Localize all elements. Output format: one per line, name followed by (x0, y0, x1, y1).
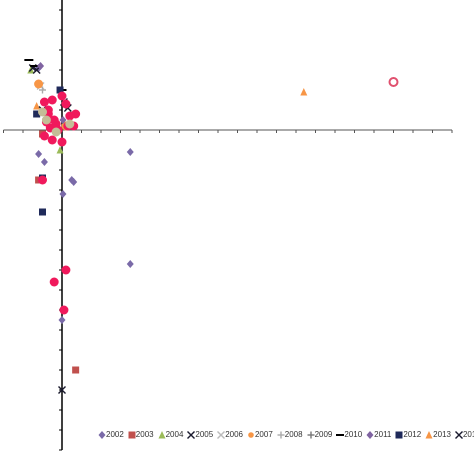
legend-item: 2006 (217, 430, 243, 439)
legend-marker (366, 430, 374, 439)
legend-item: 2013 (425, 430, 451, 439)
series-unlabeled (388, 77, 399, 87)
legend-item: 2010 (335, 430, 363, 439)
legend-item: 2009 (307, 430, 333, 439)
axes (3, 0, 453, 451)
legend-item: 2003 (128, 430, 154, 439)
legend-marker-icon (307, 431, 315, 439)
legend-marker (307, 431, 315, 439)
data-point (65, 119, 75, 129)
series-2013 (33, 88, 308, 110)
legend-marker-icon (187, 430, 196, 439)
legend-marker (277, 431, 285, 439)
data-point (41, 115, 51, 125)
legend-marker (217, 430, 226, 439)
data-point (56, 146, 64, 154)
legend: 2002 2003 2004 2005 2006 2007 2008 2009 2010 2011… (98, 430, 474, 444)
data-point (51, 127, 61, 137)
data-point (72, 366, 80, 374)
legend-label: 2010 (344, 430, 363, 439)
legend-marker-icon (128, 431, 136, 439)
legend-label: 2011 (374, 430, 392, 439)
data-point (39, 208, 46, 216)
legend-marker-icon (217, 430, 226, 439)
legend-marker-icon (158, 430, 166, 439)
data-point (70, 178, 78, 186)
data-point (388, 77, 399, 87)
legend-marker (187, 430, 196, 439)
data-points (24, 59, 399, 394)
legend-label: 2012 (403, 430, 422, 439)
data-point (35, 150, 43, 158)
legend-marker-icon (395, 431, 403, 439)
legend-item: 2011 (366, 430, 391, 439)
data-point (58, 386, 66, 394)
series-2016 (38, 107, 75, 137)
data-point (47, 135, 57, 145)
data-point (47, 95, 57, 105)
legend-label: 2008 (284, 430, 303, 439)
legend-marker (128, 431, 136, 439)
data-point (58, 316, 66, 324)
legend-marker (454, 430, 463, 439)
data-point (126, 260, 134, 268)
legend-marker-icon (454, 430, 463, 439)
data-point (38, 107, 47, 117)
data-point (39, 97, 49, 107)
legend-marker (158, 430, 166, 439)
data-point (57, 91, 67, 101)
data-point (40, 158, 48, 166)
legend-marker-icon (98, 430, 106, 439)
legend-item: 2002 (98, 430, 124, 439)
data-point (39, 86, 46, 94)
legend-item: 2014 (454, 430, 474, 439)
data-point (57, 137, 67, 147)
legend-marker (98, 430, 106, 439)
legend-label: 2006 (225, 430, 243, 439)
data-point (49, 115, 59, 125)
series-2010 (24, 59, 67, 91)
legend-marker-icon (425, 430, 433, 439)
legend-label: 2005 (195, 430, 214, 439)
legend-item: 2007 (247, 430, 273, 439)
legend-label: 2014 (462, 430, 474, 439)
legend-item: 2004 (158, 430, 184, 439)
legend-marker (248, 432, 254, 438)
series-2011 (37, 62, 67, 124)
data-point (61, 265, 71, 275)
data-point (34, 79, 44, 89)
legend-label: 2004 (165, 430, 184, 439)
series-2003 (35, 130, 80, 374)
legend-item: 2012 (395, 430, 421, 439)
data-point (59, 190, 67, 198)
legend-label: 2003 (135, 430, 154, 439)
legend-label: 2013 (433, 430, 451, 439)
data-point (61, 99, 71, 109)
legend-label: 2002 (106, 430, 124, 439)
legend-label: 2009 (314, 430, 333, 439)
data-point (300, 88, 308, 96)
legend-marker-icon (277, 431, 285, 439)
legend-marker-icon (335, 433, 345, 436)
data-point (39, 131, 49, 141)
data-point (33, 102, 41, 110)
legend-marker (395, 431, 403, 439)
data-point (37, 62, 45, 70)
legend-marker-icon (248, 432, 254, 438)
data-point (33, 110, 41, 118)
series-2008 (39, 86, 46, 94)
data-point (59, 116, 67, 124)
legend-item: 2005 (187, 430, 213, 439)
data-point (65, 111, 75, 121)
legend-marker-icon (366, 430, 374, 439)
data-point (49, 277, 59, 287)
data-point (56, 86, 64, 94)
legend-marker (425, 430, 433, 439)
data-point (59, 305, 69, 315)
legend-label: 2007 (254, 430, 273, 439)
data-point (38, 175, 47, 185)
legend-item: 2008 (277, 430, 303, 439)
data-point (126, 148, 134, 156)
